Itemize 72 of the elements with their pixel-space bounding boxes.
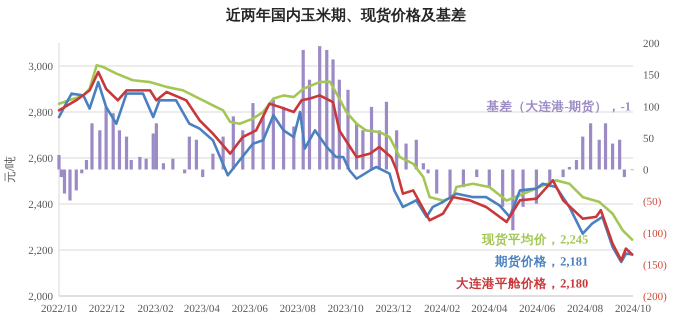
y-axis-title: 元/吨 [3, 156, 17, 184]
x-tick-label: 2023/12 [375, 303, 412, 315]
bar [162, 163, 166, 170]
bar [118, 130, 122, 170]
bar [68, 170, 72, 200]
y-tick-label: 2,400 [28, 199, 54, 211]
bar [183, 170, 186, 174]
bar [604, 123, 608, 170]
bar [62, 170, 66, 194]
chart-title: 近两年国内玉米期、现货价格及基差 [225, 7, 466, 24]
bar [90, 123, 94, 170]
bar [581, 136, 584, 170]
bar [426, 170, 430, 174]
y2-tick-label: (200) [643, 291, 668, 303]
bar [112, 113, 115, 170]
bar [211, 154, 215, 170]
bar [574, 160, 578, 170]
bar [84, 160, 88, 170]
bar [568, 166, 571, 170]
y2-tick-label: 150 [643, 70, 660, 82]
x-tick-label: 2023/08 [280, 303, 316, 315]
y-tick-label: 2,800 [28, 107, 54, 119]
y2-tick-label: 100 [643, 101, 660, 114]
bar [598, 140, 601, 170]
text: 基差（大连港-期货），-1 [486, 99, 631, 114]
bar [144, 158, 148, 170]
x-tick-label: 2023/02 [138, 303, 174, 315]
bar [435, 170, 438, 194]
y2-tick-label: (150) [643, 259, 668, 272]
y-tick-label: 2,200 [28, 245, 54, 257]
bar [622, 170, 626, 178]
x-tick-label: 2024/04 [471, 303, 508, 315]
bar [171, 158, 174, 170]
bar [422, 163, 425, 170]
bar [448, 170, 452, 197]
bar [318, 46, 322, 170]
bar [488, 170, 491, 188]
x-tick-label: 2022/12 [88, 303, 125, 315]
bar [74, 170, 78, 190]
bar [562, 170, 565, 178]
y-tick-label: 2,000 [28, 291, 54, 303]
y-tick-label: 3,000 [28, 61, 54, 73]
text: 期货价格，2,181 [495, 254, 588, 269]
x-tick-label: 2023/06 [232, 303, 268, 315]
x-tick-label: 2022/10 [40, 303, 78, 315]
bar [618, 140, 622, 170]
x-tick-label: 2024/02 [424, 303, 460, 315]
bar [325, 50, 328, 170]
bar [154, 123, 158, 170]
text: 现货平均价，2,245 [482, 232, 588, 247]
bar [194, 140, 198, 170]
bar [610, 144, 614, 170]
y2-tick-label: 200 [643, 38, 660, 50]
bar [80, 170, 84, 174]
bar [589, 123, 592, 170]
bar [104, 106, 108, 170]
text: 大连港平舱价格，2,180 [456, 276, 588, 291]
bar [188, 136, 191, 170]
x-tick-label: 2024/08 [567, 303, 604, 315]
y2-tick-label: 50 [643, 132, 654, 145]
y2-tick-label: 0 [643, 164, 649, 176]
x-tick-label: 2023/10 [328, 303, 364, 315]
bar [201, 170, 204, 178]
bar [138, 156, 142, 170]
bar [475, 170, 478, 178]
x-tick-label: 2024/06 [519, 303, 556, 315]
bar [98, 130, 102, 170]
x-tick-label: 2024/10 [614, 303, 652, 315]
y2-tick-label: (50) [643, 196, 662, 208]
x-tick-label: 2023/04 [184, 303, 220, 315]
y2-tick-label: (100) [643, 228, 668, 240]
y-tick-label: 2,600 [28, 153, 54, 165]
